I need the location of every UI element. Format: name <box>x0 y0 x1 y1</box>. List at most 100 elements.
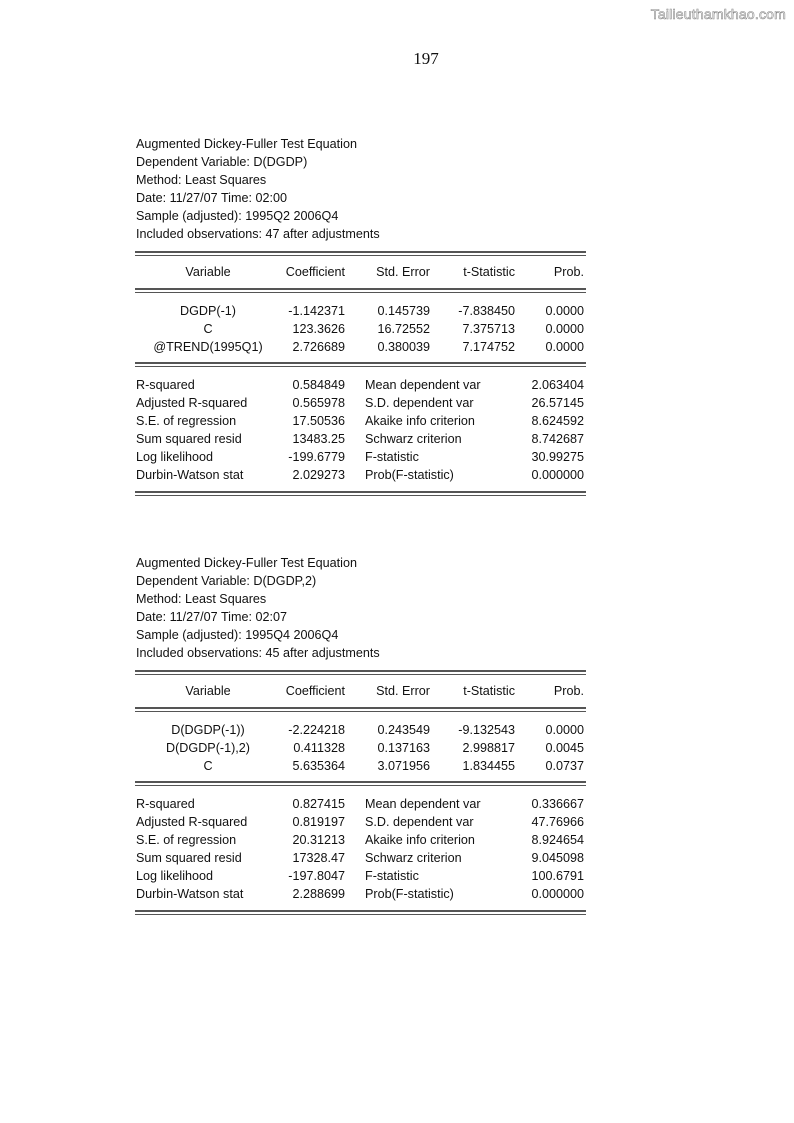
statistic-row: S.E. of regression 17.50536 Akaike info cr… <box>135 412 586 430</box>
statistic-value: 100.6791 <box>531 869 584 883</box>
spacer <box>135 367 586 376</box>
coefficient-cell: 123.3626 <box>292 322 345 336</box>
coefficient-cell: 0.0737 <box>545 759 584 773</box>
double-rule <box>135 491 586 496</box>
spacer <box>135 786 586 795</box>
page-number: 197 <box>413 49 439 68</box>
spacer <box>135 243 586 251</box>
statistic-label: Akaike info criterion <box>365 414 475 428</box>
coefficient-cell: 0.0000 <box>545 322 584 336</box>
spacer <box>135 712 586 721</box>
statistic-label: Schwarz criterion <box>365 851 462 865</box>
statistic-label: Log likelihood <box>136 450 214 464</box>
header-line: Included observations: 45 after adjustme… <box>136 646 380 660</box>
column-header-row: Variable Coefficient Std. Error t-Statistic… <box>135 675 586 707</box>
statistic-value: 8.742687 <box>531 432 584 446</box>
statistic-value: 17.50536 <box>292 414 345 428</box>
watermark: Tailieuthamkhao.com <box>650 6 786 23</box>
double-rule <box>135 362 586 367</box>
statistic-label: R-squared <box>136 378 195 392</box>
statistic-row: Log likelihood -197.8047 F-statistic 100.67… <box>135 867 586 885</box>
statistic-label: Prob(F-statistic) <box>365 468 454 482</box>
statistic-value: 2.029273 <box>292 468 345 482</box>
coefficient-cell: 0.380039 <box>377 340 430 354</box>
variable-name: D(DGDP(-1)) <box>171 723 245 737</box>
coefficient-row: C 123.3626 16.72552 7.375713 0.0000 <box>135 320 586 338</box>
spacer <box>135 293 586 302</box>
coefficient-cell: 0.145739 <box>377 304 430 318</box>
column-header: Variable <box>185 265 231 279</box>
column-header: Coefficient <box>285 265 345 279</box>
statistic-value: 2.063404 <box>531 378 584 392</box>
statistic-label: Mean dependent var <box>365 797 481 811</box>
statistic-value: 30.99275 <box>531 450 584 464</box>
statistic-row: Log likelihood -199.6779 F-statistic 30.992… <box>135 448 586 466</box>
double-rule <box>135 251 586 256</box>
column-header: t-Statistic <box>463 684 515 698</box>
statistic-value: 0.584849 <box>292 378 345 392</box>
statistic-value: 0.819197 <box>292 815 345 829</box>
statistic-label: Akaike info criterion <box>365 833 475 847</box>
column-header: Std. Error <box>376 684 430 698</box>
column-header-row: Variable Coefficient Std. Error t-Statistic… <box>135 256 586 288</box>
coefficient-cell: -2.224218 <box>288 723 345 737</box>
coefficient-cell: 2.998817 <box>462 741 515 755</box>
coefficient-cell: 0.137163 <box>377 741 430 755</box>
header-line: Method: Least Squares <box>136 173 267 187</box>
statistic-row: Adjusted R-squared 0.565978 S.D. dependent… <box>135 394 586 412</box>
statistic-label: R-squared <box>136 797 195 811</box>
statistic-row: Sum squared resid 17328.47 Schwarz criteri… <box>135 849 586 867</box>
spacer <box>135 484 586 491</box>
statistic-row: R-squared 0.584849 Mean dependent var 2.063… <box>135 376 586 394</box>
coefficient-cell: -1.142371 <box>288 304 345 318</box>
statistic-label: Durbin-Watson stat <box>136 887 244 901</box>
statistic-row: Durbin-Watson stat 2.288699 Prob(F-statist… <box>135 885 586 903</box>
header-line: Sample (adjusted): 1995Q4 2006Q4 <box>136 628 339 642</box>
double-rule <box>135 781 586 786</box>
header-line: Sample (adjusted): 1995Q2 2006Q4 <box>136 209 339 223</box>
double-rule <box>135 288 586 293</box>
header-line: Included observations: 47 after adjustme… <box>136 227 380 241</box>
statistic-label: Sum squared resid <box>136 851 242 865</box>
column-header: Std. Error <box>376 265 430 279</box>
statistic-label: Durbin-Watson stat <box>136 468 244 482</box>
statistic-value: 0.000000 <box>531 468 584 482</box>
coefficient-cell: -7.838450 <box>458 304 515 318</box>
statistic-value: 26.57145 <box>531 396 584 410</box>
statistic-value: -197.8047 <box>288 869 345 883</box>
variable-name: DGDP(-1) <box>180 304 236 318</box>
spacer <box>135 662 586 670</box>
statistic-value: 0.565978 <box>292 396 345 410</box>
statistic-label: S.D. dependent var <box>365 396 474 410</box>
header-line: Method: Least Squares <box>136 592 267 606</box>
statistic-label: F-statistic <box>365 869 419 883</box>
column-header: Prob. <box>553 265 584 279</box>
statistic-value: 0.827415 <box>292 797 345 811</box>
statistic-value: 0.336667 <box>531 797 584 811</box>
equation-header: Augmented Dickey-Fuller Test Equation Dep… <box>135 135 586 243</box>
coefficient-cell: 0.0000 <box>545 723 584 737</box>
header-line: Augmented Dickey-Fuller Test Equation <box>136 556 357 570</box>
coefficient-row: DGDP(-1) -1.142371 0.145739 -7.838450 0.0000 <box>135 302 586 320</box>
header-line: Augmented Dickey-Fuller Test Equation <box>136 137 357 151</box>
coefficient-cell: 0.0000 <box>545 340 584 354</box>
coefficient-cell: 3.071956 <box>377 759 430 773</box>
coefficient-cell: 16.72552 <box>377 322 430 336</box>
double-rule <box>135 910 586 915</box>
double-rule <box>135 670 586 675</box>
statistic-row: Sum squared resid 13483.25 Schwarz criteri… <box>135 430 586 448</box>
statistic-label: Adjusted R-squared <box>136 396 248 410</box>
coefficient-cell: 7.174752 <box>462 340 515 354</box>
statistic-value: 8.924654 <box>531 833 584 847</box>
variable-name: C <box>203 759 213 773</box>
statistic-row: S.E. of regression 20.31213 Akaike info cr… <box>135 831 586 849</box>
column-header: Variable <box>185 684 231 698</box>
coefficient-row: D(DGDP(-1)) -2.224218 0.243549 -9.132543 0.0… <box>135 721 586 739</box>
statistic-label: Prob(F-statistic) <box>365 887 454 901</box>
coefficient-cell: -9.132543 <box>458 723 515 737</box>
coefficient-cell: 0.411328 <box>293 741 345 755</box>
coefficient-cell: 1.834455 <box>462 759 515 773</box>
double-rule <box>135 707 586 712</box>
header-line: Dependent Variable: D(DGDP) <box>136 155 308 169</box>
column-header: Coefficient <box>285 684 345 698</box>
